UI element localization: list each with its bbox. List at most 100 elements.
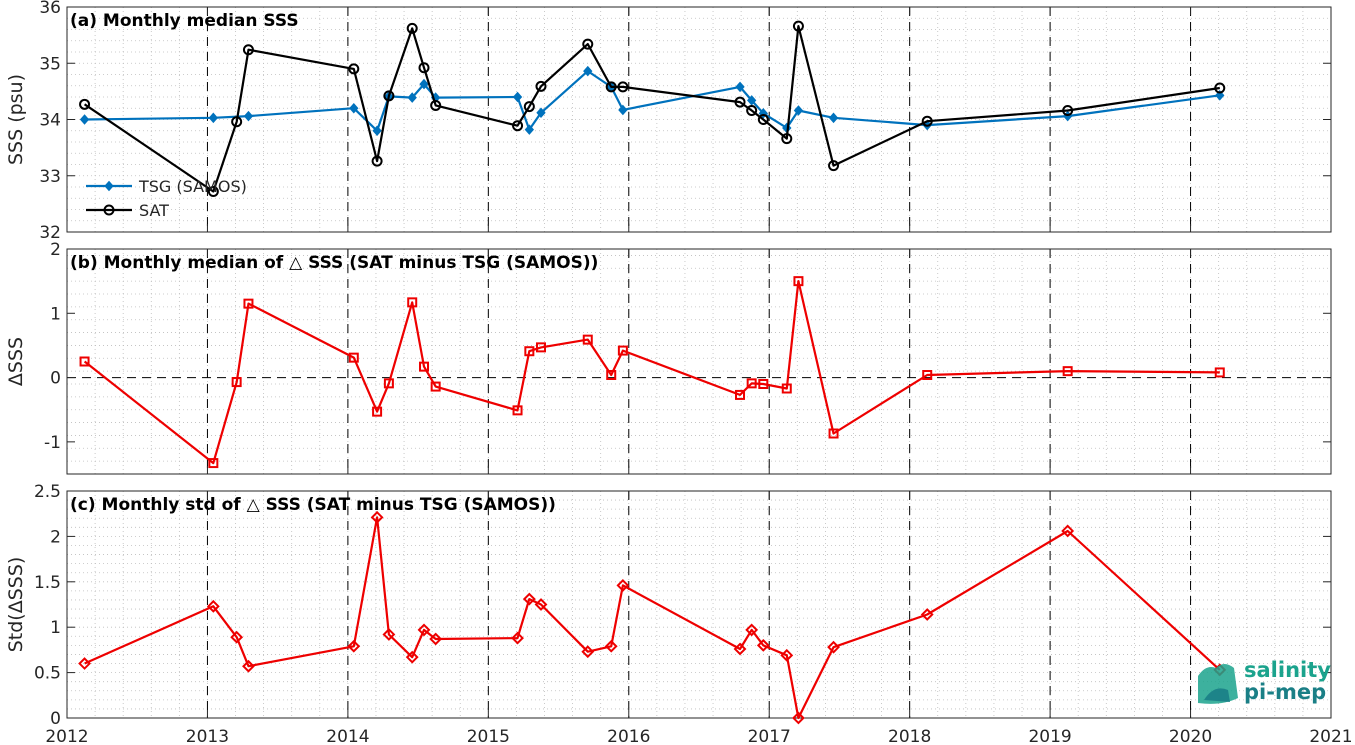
- data-point: [405, 650, 419, 664]
- x-tick-label: 2012: [45, 727, 88, 745]
- data-point: [418, 62, 430, 74]
- data-point: [419, 78, 429, 90]
- series-line-delta: [83, 280, 1220, 465]
- data-point: [382, 628, 396, 641]
- y-tick-label: 33: [39, 167, 61, 187]
- x-tick-label: 2021: [1309, 727, 1352, 745]
- data-point: [407, 297, 418, 308]
- legend: TSG (SAMOS) SAT: [86, 177, 247, 220]
- y-axis-label: Std(ΔSSS): [5, 557, 27, 653]
- data-point: [1061, 524, 1075, 538]
- y-tick-label: 0: [50, 709, 61, 729]
- data-point: [370, 510, 384, 524]
- data-point: [512, 405, 523, 416]
- data-point: [534, 598, 548, 611]
- data-point: [583, 65, 593, 77]
- y-tick-label: 1: [50, 304, 61, 324]
- data-point: [348, 352, 359, 363]
- data-point: [828, 428, 839, 439]
- data-point: [230, 630, 244, 644]
- data-point: [523, 101, 535, 113]
- data-point: [735, 389, 746, 400]
- data-point: [511, 631, 524, 645]
- data-point: [79, 98, 91, 110]
- data-point: [207, 186, 219, 197]
- data-point: [920, 608, 934, 621]
- data-point: [406, 22, 418, 34]
- data-point: [430, 99, 442, 111]
- data-point: [792, 20, 804, 32]
- plot-area: [67, 249, 1331, 474]
- y-axis-label: SSS (psu): [5, 74, 27, 165]
- data-point: [383, 90, 395, 102]
- data-point: [208, 458, 219, 469]
- data-point: [581, 645, 595, 659]
- x-tick-label: 2013: [186, 727, 229, 745]
- y-tick-label: 2: [50, 527, 61, 547]
- x-tick-label: 2017: [748, 727, 791, 745]
- logo-text-line2: pi-mep: [1244, 680, 1326, 704]
- x-tick-label: 2020: [1169, 727, 1212, 745]
- y-tick-label: 1: [50, 618, 61, 638]
- data-point: [524, 124, 535, 135]
- data-point: [429, 632, 443, 646]
- legend-label-sat: SAT: [139, 201, 169, 220]
- x-tick-label: 2018: [888, 727, 931, 745]
- data-point: [827, 640, 840, 654]
- panel-title: (c) Monthly std of △ SSS (SAT minus TSG …: [70, 495, 556, 515]
- y-tick-label: 36: [39, 0, 61, 18]
- data-point: [419, 361, 430, 372]
- data-point: [617, 345, 628, 356]
- axes-box: [66, 248, 1332, 475]
- data-point: [792, 711, 805, 725]
- x-tick-label: 2015: [467, 727, 510, 745]
- x-tick-label: 2019: [1028, 727, 1071, 745]
- data-point: [618, 104, 628, 116]
- data-point: [407, 92, 417, 103]
- data-point: [208, 112, 219, 124]
- y-axis-label: ΔSSS: [5, 337, 27, 386]
- panel-b: -1 0 1 2 ΔSSS (b) Monthly median of △ SSS (SA…: [5, 240, 1332, 475]
- data-point: [746, 105, 758, 116]
- data-point: [781, 133, 793, 145]
- data-point: [921, 115, 933, 127]
- y-tick-label: 2: [50, 240, 61, 260]
- panel-title: (a) Monthly median SSS: [70, 11, 299, 31]
- data-point: [745, 623, 759, 637]
- axes-box: [66, 490, 1332, 719]
- data-point: [348, 63, 360, 75]
- data-point: [605, 81, 617, 93]
- data-point: [243, 110, 254, 122]
- data-point: [535, 80, 547, 92]
- data-point: [79, 356, 90, 367]
- data-point: [536, 342, 546, 353]
- y-tick-label: 1.5: [34, 573, 61, 593]
- data-point: [734, 96, 746, 108]
- data-point: [781, 383, 792, 394]
- data-point: [79, 114, 90, 125]
- data-point: [922, 370, 933, 380]
- data-point: [242, 44, 254, 56]
- data-point: [828, 112, 839, 124]
- data-point: [617, 81, 629, 93]
- legend-label-tsg: TSG (SAMOS): [138, 177, 247, 196]
- series-line-sat: [83, 25, 1220, 193]
- logo-wave-icon: [1204, 688, 1230, 702]
- data-point: [1214, 367, 1225, 378]
- data-point: [349, 102, 359, 114]
- y-tick-label: 0.5: [34, 664, 61, 684]
- y-tick-label: 34: [39, 111, 61, 131]
- data-point: [522, 592, 536, 606]
- x-tick-label: 2016: [607, 727, 650, 745]
- data-point: [746, 95, 757, 106]
- panel-a: 32 33 34 35 36 SSS (psu) (a) Monthly median SS…: [5, 0, 1332, 243]
- data-point: [372, 406, 383, 417]
- y-tick-label: 35: [39, 54, 61, 74]
- y-tick-label: 32: [39, 223, 61, 243]
- y-tick-label: 0: [50, 369, 61, 389]
- data-point: [347, 639, 361, 653]
- data-point: [231, 377, 242, 388]
- data-point: [757, 114, 769, 125]
